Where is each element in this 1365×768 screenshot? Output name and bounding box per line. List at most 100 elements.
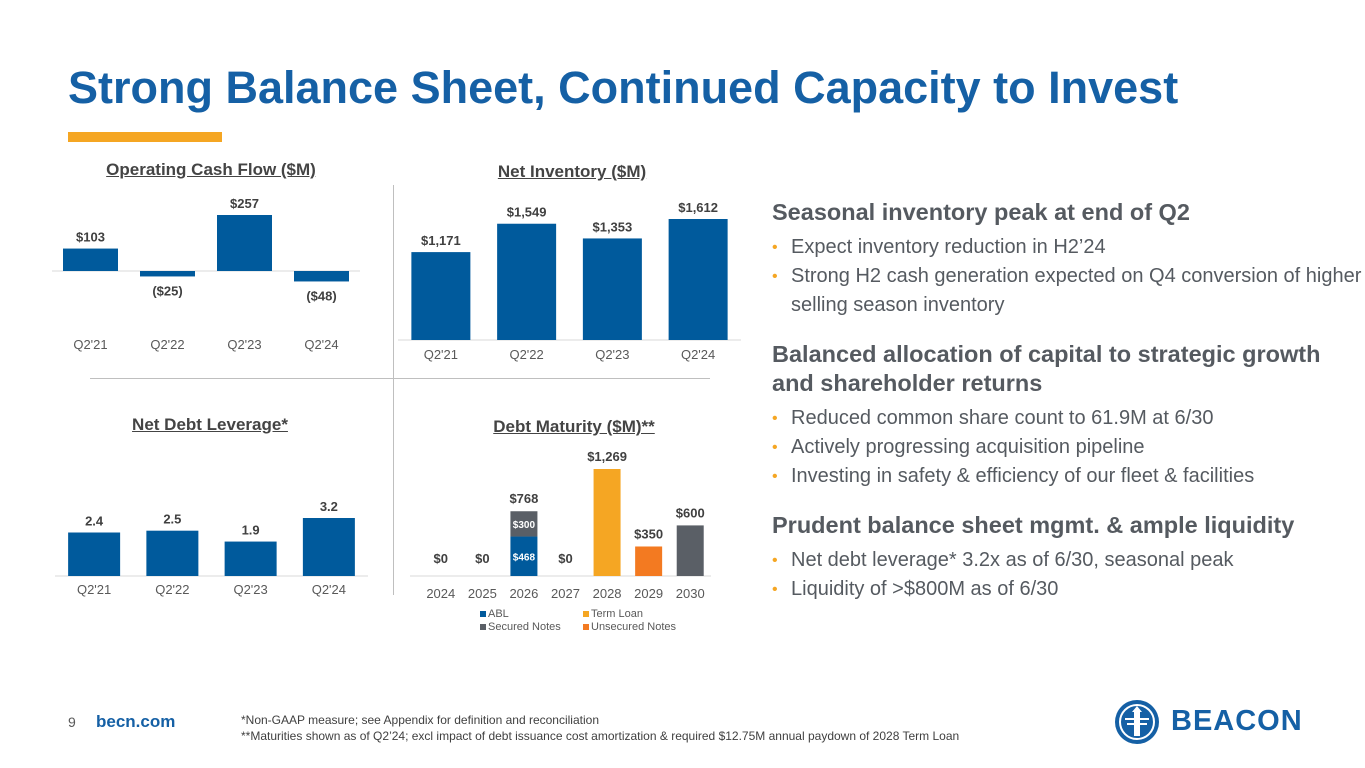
bullet-item: • Expect inventory reduction in H2’24 bbox=[772, 233, 1362, 262]
bullet-text: Liquidity of >$800M as of 6/30 bbox=[791, 578, 1059, 600]
debt-total-label: $0 bbox=[434, 551, 448, 566]
debt-bar-segment bbox=[635, 546, 663, 576]
leverage-data-label: 3.2 bbox=[320, 499, 338, 514]
inventory-data-label: $1,171 bbox=[421, 233, 461, 248]
debt-tick-label: 2025 bbox=[468, 586, 497, 601]
bullet-text: Investing in safety & efficiency of our … bbox=[791, 465, 1255, 487]
quadrant-divider-horizontal bbox=[90, 378, 710, 379]
debt-segment-label: $300 bbox=[513, 520, 536, 531]
bullet-item: • Net debt leverage* 3.2x as of 6/30, sea… bbox=[772, 546, 1362, 575]
legend-label: Unsecured Notes bbox=[591, 621, 676, 633]
bullet-dot-icon: • bbox=[772, 239, 778, 256]
legend-label: Term Loan bbox=[591, 608, 643, 620]
debt-tick-label: 2026 bbox=[509, 586, 538, 601]
debt-bar-segment bbox=[593, 469, 621, 576]
inventory-tick-label: Q2'22 bbox=[509, 347, 543, 362]
page-number: 9 bbox=[68, 714, 76, 730]
inventory-bar bbox=[497, 223, 557, 340]
legend-label: ABL bbox=[488, 608, 509, 620]
leverage-tick-label: Q2'23 bbox=[233, 582, 267, 597]
ocf-data-label: $257 bbox=[230, 196, 259, 211]
debt-total-label: $600 bbox=[676, 505, 705, 520]
bullet-dot-icon: • bbox=[772, 552, 778, 569]
bullet-dot-icon: • bbox=[772, 268, 778, 285]
leverage-bar bbox=[68, 532, 121, 576]
bullet-text: Net debt leverage* 3.2x as of 6/30, seas… bbox=[791, 549, 1234, 571]
bullet-item: • Liquidity of >$800M as of 6/30 bbox=[772, 575, 1362, 604]
bullet-item: • Reduced common share count to 61.9M at … bbox=[772, 404, 1362, 433]
bullet-dot-icon: • bbox=[772, 581, 778, 598]
debt-total-label: $1,269 bbox=[587, 449, 627, 464]
page-title: Strong Balance Sheet, Continued Capacity… bbox=[68, 62, 1179, 113]
leverage-tick-label: Q2'21 bbox=[77, 582, 111, 597]
ocf-data-label: ($25) bbox=[152, 283, 182, 298]
leverage-bar bbox=[146, 530, 199, 576]
leverage-tick-label: Q2'22 bbox=[155, 582, 189, 597]
debt-total-label: $768 bbox=[509, 491, 538, 506]
debt-total-label: $0 bbox=[475, 551, 489, 566]
website-link[interactable]: becn.com bbox=[96, 712, 176, 731]
ocf-data-label: ($48) bbox=[306, 288, 336, 303]
legend-swatch bbox=[480, 624, 486, 630]
debt-total-label: $0 bbox=[558, 551, 572, 566]
ocf-tick-label: Q2'24 bbox=[304, 337, 338, 352]
footnote-2: **Maturities shown as of Q2’24; excl imp… bbox=[241, 729, 960, 743]
bullet-text: Reduced common share count to 61.9M at 6… bbox=[791, 407, 1214, 429]
legend-swatch bbox=[480, 611, 486, 617]
bullet-dot-icon: • bbox=[772, 468, 778, 485]
debt-bar-segment bbox=[676, 525, 704, 576]
bullet-dot-icon: • bbox=[772, 439, 778, 456]
legend-label: Secured Notes bbox=[488, 621, 561, 633]
debt-tick-label: 2024 bbox=[426, 586, 455, 601]
bullet-text: Actively progressing acquisition pipelin… bbox=[791, 436, 1145, 458]
quadrant-divider-vertical bbox=[393, 185, 394, 595]
leverage-data-label: 2.5 bbox=[163, 512, 181, 527]
inventory-tick-label: Q2'21 bbox=[424, 347, 458, 362]
inventory-chart-title: Net Inventory ($M) bbox=[497, 162, 647, 181]
ocf-bar bbox=[63, 248, 118, 271]
leverage-tick-label: Q2'24 bbox=[312, 582, 346, 597]
title-accent-bar bbox=[68, 132, 222, 142]
inventory-tick-label: Q2'23 bbox=[595, 347, 629, 362]
commentary-panel: Seasonal inventory peak at end of Q2 • Ex… bbox=[772, 198, 1362, 624]
leverage-data-label: 1.9 bbox=[242, 523, 260, 538]
debt-total-label: $350 bbox=[634, 526, 663, 541]
inventory-bar bbox=[668, 219, 728, 340]
ocf-tick-label: Q2'21 bbox=[73, 337, 107, 352]
ocf-tick-label: Q2'23 bbox=[227, 337, 261, 352]
debt-bar-segment bbox=[510, 511, 538, 537]
section-capital-allocation: Balanced allocation of capital to strate… bbox=[772, 340, 1362, 491]
footnote-1: *Non-GAAP measure; see Appendix for defi… bbox=[241, 713, 599, 727]
inventory-data-label: $1,612 bbox=[678, 200, 718, 215]
leverage-data-label: 2.4 bbox=[85, 514, 104, 529]
section-heading: Balanced allocation of capital to strate… bbox=[772, 341, 1321, 396]
inventory-tick-label: Q2'24 bbox=[681, 347, 715, 362]
section-balance-sheet: Prudent balance sheet mgmt. & ample liqu… bbox=[772, 511, 1362, 604]
inventory-data-label: $1,549 bbox=[507, 205, 547, 220]
ocf-bar bbox=[294, 271, 349, 282]
ocf-bar bbox=[217, 215, 272, 271]
leverage-chart-title: Net Debt Leverage* bbox=[132, 415, 288, 434]
lighthouse-icon bbox=[1115, 700, 1159, 744]
debt-tick-label: 2029 bbox=[634, 586, 663, 601]
debt-tick-label: 2028 bbox=[593, 586, 622, 601]
debt-bar-segment bbox=[510, 536, 538, 576]
bullet-dot-icon: • bbox=[772, 410, 778, 427]
debt-tick-label: 2027 bbox=[551, 586, 580, 601]
legend-swatch bbox=[583, 611, 589, 617]
bullet-item: • Actively progressing acquisition pipeli… bbox=[772, 433, 1362, 462]
section-inventory: Seasonal inventory peak at end of Q2 • Ex… bbox=[772, 198, 1362, 320]
bullet-text: Expect inventory reduction in H2’24 bbox=[791, 236, 1106, 258]
bullet-item: • Investing in safety & efficiency of our… bbox=[772, 462, 1362, 491]
inventory-bar bbox=[411, 252, 471, 340]
bullet-item: • Strong H2 cash generation expected on Q… bbox=[772, 262, 1362, 320]
debt-chart-title: Debt Maturity ($M)** bbox=[493, 417, 655, 436]
logo-wordmark: BEACON bbox=[1171, 705, 1303, 737]
ocf-bar bbox=[140, 271, 195, 277]
leverage-bar bbox=[302, 518, 355, 576]
legend-swatch bbox=[583, 624, 589, 630]
leverage-bar bbox=[224, 541, 277, 576]
ocf-data-label: $103 bbox=[76, 230, 105, 245]
debt-tick-label: 2030 bbox=[676, 586, 705, 601]
